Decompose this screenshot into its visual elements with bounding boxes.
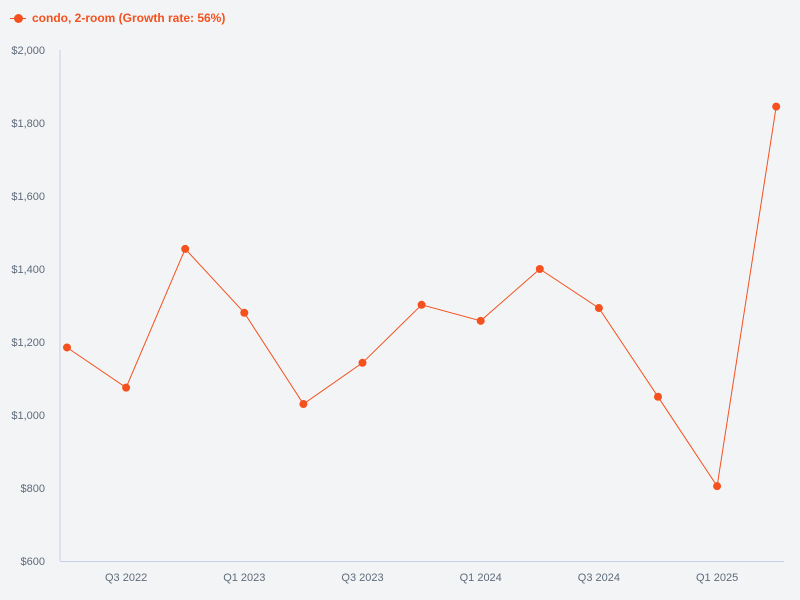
data-point (417, 300, 426, 309)
x-tick-label: Q3 2022 (105, 572, 147, 584)
x-tick-label: Q1 2023 (223, 572, 265, 584)
chart-legend: condo, 2-room (Growth rate: 56%) (10, 9, 225, 27)
x-tick-label: Q3 2024 (578, 572, 620, 584)
data-point (181, 244, 190, 253)
data-point (122, 383, 131, 392)
data-point (713, 482, 722, 491)
y-axis: $600 $800 $1,000 $1,200 $1,400 $1,600 $1,800 $2… (11, 45, 61, 568)
data-point (299, 400, 308, 409)
data-point (654, 392, 662, 401)
legend-label: condo, 2-room (Growth rate: 56%) (32, 11, 226, 25)
y-tick-label: $600 (21, 556, 45, 568)
y-tick-label: $1,000 (11, 410, 45, 422)
x-axis: Q3 2022 Q1 2023 Q3 2023 Q1 2024 Q3 2024 Q1 20… (60, 561, 784, 584)
series-condo-2-room (63, 102, 781, 491)
x-tick-label: Q3 2023 (341, 572, 383, 584)
y-tick-label: $800 (21, 483, 45, 495)
y-tick-label: $1,600 (11, 191, 45, 203)
data-point (240, 308, 249, 317)
y-tick-label: $1,800 (11, 118, 45, 130)
data-point (772, 102, 781, 111)
data-point (358, 358, 367, 367)
y-tick-label: $1,200 (11, 337, 45, 349)
data-point (594, 304, 603, 313)
x-tick-label: Q1 2024 (460, 572, 502, 584)
data-point (63, 343, 71, 352)
y-tick-label: $2,000 (11, 45, 45, 57)
y-tick-label: $1,400 (11, 264, 45, 276)
x-tick-label: Q1 2025 (696, 572, 738, 584)
legend-marker-icon (10, 13, 26, 23)
data-point (535, 265, 544, 273)
data-point (476, 316, 485, 325)
series-line (66, 106, 777, 488)
